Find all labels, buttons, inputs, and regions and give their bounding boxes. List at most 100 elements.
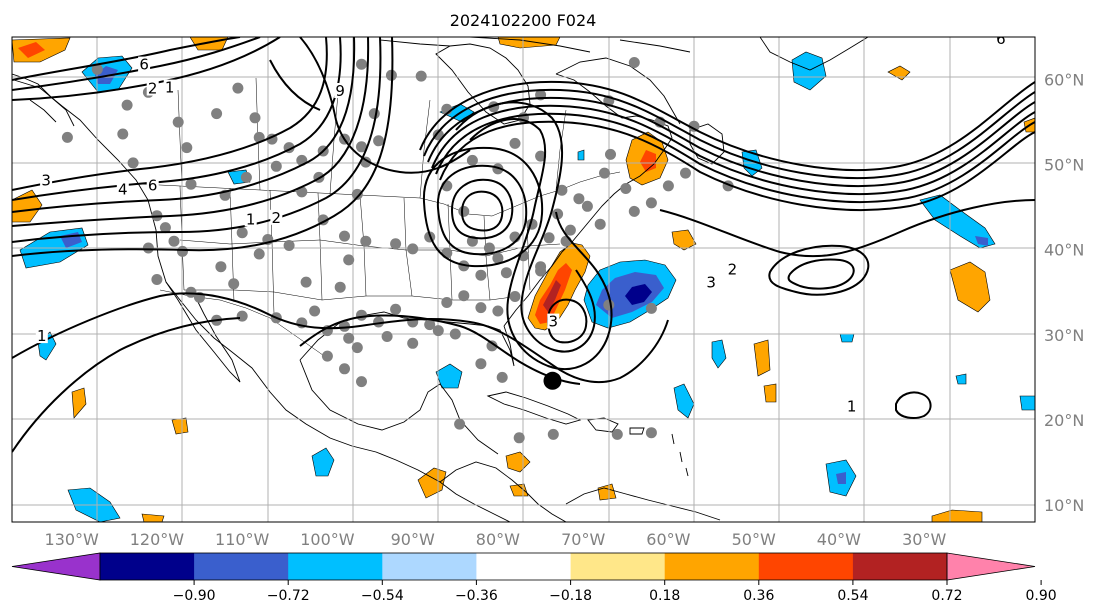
contour-label: 1 xyxy=(165,79,175,97)
station-marker xyxy=(611,428,623,440)
colorbar-segment xyxy=(288,553,383,580)
station-marker xyxy=(441,297,453,308)
contour-label-bg xyxy=(40,172,53,188)
station-marker xyxy=(552,208,564,220)
station-marker xyxy=(356,58,367,70)
station-marker xyxy=(581,200,593,212)
contour-label-bg xyxy=(244,211,257,227)
station-marker xyxy=(535,261,547,273)
station-marker xyxy=(645,427,657,439)
station-markers xyxy=(61,57,734,444)
longitude-label: 50°W xyxy=(732,530,776,549)
contour-label-bg xyxy=(726,261,739,277)
station-marker xyxy=(458,290,470,302)
newfoundland-coastline xyxy=(689,123,725,165)
contour-line xyxy=(12,37,356,213)
station-marker xyxy=(454,418,466,430)
contour-line xyxy=(12,37,370,227)
station-marker xyxy=(211,108,223,120)
station-marker xyxy=(356,376,367,388)
station-marker xyxy=(368,108,380,120)
cuba-coastline xyxy=(486,391,582,425)
contour-line xyxy=(469,118,613,371)
contour-label-bg xyxy=(334,83,347,98)
labrador-coastline xyxy=(555,57,681,125)
longitude-label: 120°W xyxy=(130,530,185,549)
station-marker xyxy=(603,299,615,311)
contour-label: 6 xyxy=(139,56,149,74)
contour-label: 6 xyxy=(148,177,158,195)
station-marker xyxy=(688,120,700,132)
station-marker xyxy=(599,167,610,179)
station-marker xyxy=(309,305,321,317)
positive-anomaly-area xyxy=(931,509,983,522)
colorbar-segment xyxy=(758,553,854,580)
station-marker xyxy=(343,332,355,344)
map-frame xyxy=(11,36,1036,523)
contour-label: 9 xyxy=(335,82,345,100)
station-marker xyxy=(283,240,295,251)
station-marker xyxy=(373,135,385,147)
pacific-coastline xyxy=(13,79,511,522)
station-marker xyxy=(390,303,402,315)
station-marker xyxy=(486,340,498,352)
contour-line xyxy=(439,120,1035,211)
station-marker xyxy=(321,350,333,362)
contour-label-bg xyxy=(35,328,48,344)
colorbar-tick-label: 0.54 xyxy=(837,588,868,604)
colorbar-segment xyxy=(852,553,948,580)
contour-line xyxy=(659,199,1035,258)
arctic-islands xyxy=(379,37,691,53)
station-marker xyxy=(142,242,154,254)
colorbar-tick-label: −0.18 xyxy=(549,588,592,604)
colorbar-extend-low xyxy=(11,552,101,581)
station-marker xyxy=(509,291,521,302)
colorbar-tick-label: −0.72 xyxy=(267,588,310,604)
negative-anomaly-area xyxy=(955,373,967,385)
colorbar xyxy=(11,552,1036,581)
colorbar-tick-label: 0.90 xyxy=(1026,588,1057,604)
contour-label-bg xyxy=(146,80,159,96)
hispaniola-coastline xyxy=(587,417,645,435)
contour-line xyxy=(299,37,471,174)
station-marker xyxy=(232,82,244,94)
positive-anomaly-area xyxy=(141,513,165,522)
contour-label: 1 xyxy=(37,327,47,345)
greenland-coastline xyxy=(759,37,869,71)
latitude-label: 20°N xyxy=(1044,411,1084,430)
contour-line xyxy=(12,37,281,101)
contour-line xyxy=(12,37,394,257)
contour-line xyxy=(422,146,544,268)
station-marker xyxy=(185,178,197,190)
contour-label: 2 xyxy=(728,261,738,279)
negative-anomaly-area xyxy=(791,51,827,91)
station-marker xyxy=(185,286,197,298)
south-america-coastline xyxy=(565,487,721,521)
station-marker xyxy=(424,319,436,331)
colorbar-outline xyxy=(99,552,948,581)
station-marker xyxy=(492,252,504,264)
station-marker xyxy=(466,154,478,166)
contour-line xyxy=(423,88,1035,179)
longitude-label: 40°W xyxy=(817,530,861,549)
station-marker xyxy=(500,267,512,279)
positive-anomaly-area xyxy=(753,339,771,377)
station-marker xyxy=(215,261,227,273)
latitude-labels: 60°N 50°N 40°N 30°N 20°N 10°N xyxy=(1044,71,1084,516)
station-marker xyxy=(351,342,363,354)
negative-anomaly-mid xyxy=(975,236,988,246)
negative-anomaly-area xyxy=(577,149,585,161)
station-marker xyxy=(351,188,363,200)
contour-line xyxy=(12,37,261,91)
latitude-label: 30°N xyxy=(1044,326,1084,345)
negative-anomaly-area xyxy=(839,333,855,343)
station-marker xyxy=(339,363,350,375)
station-marker xyxy=(475,302,487,314)
contour-line xyxy=(269,59,321,111)
contour-line xyxy=(895,391,932,419)
colorbar-segment xyxy=(194,553,289,580)
station-marker xyxy=(496,371,508,383)
longitude-label: 110°W xyxy=(215,530,270,549)
colorbar-tick-label: 0.18 xyxy=(649,588,680,604)
